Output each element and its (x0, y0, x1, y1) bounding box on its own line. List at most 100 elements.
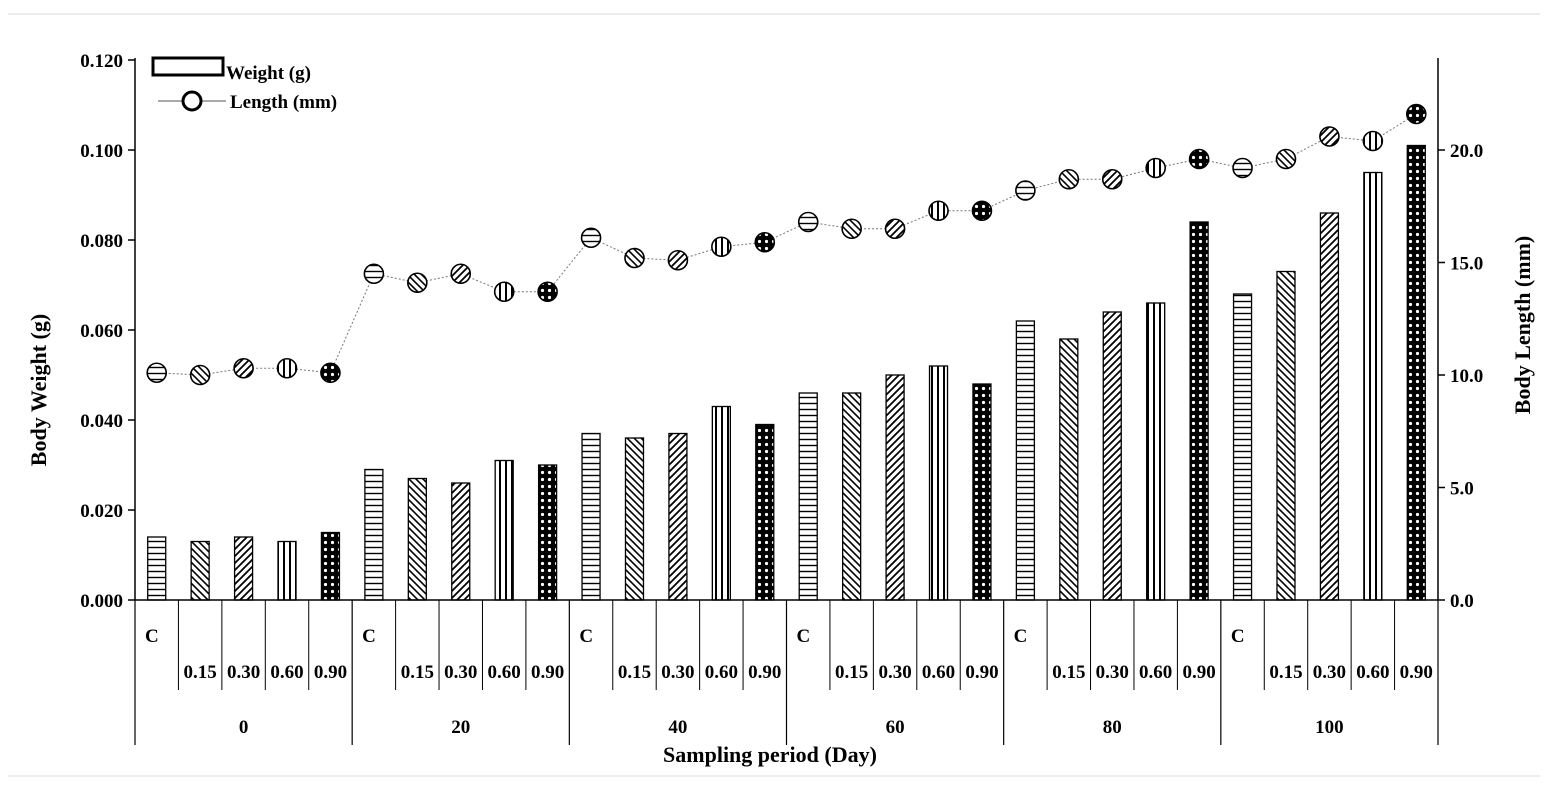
treatment-label: 0.90 (314, 662, 347, 683)
treatment-label: C (362, 626, 376, 647)
group-label: 100 (1315, 717, 1344, 738)
weight-bar (711, 405, 731, 601)
length-point (754, 231, 776, 253)
length-point (667, 249, 689, 271)
weight-bar (1059, 338, 1079, 601)
y-tick-label: 0.080 (80, 231, 123, 252)
treatment-label: 0.15 (184, 662, 217, 683)
length-series-line (156, 113, 1417, 376)
weight-bar (972, 383, 992, 601)
length-point (884, 218, 906, 240)
treatment-label: 0.90 (531, 662, 564, 683)
length-point (1145, 157, 1166, 179)
weight-bar (364, 468, 384, 601)
legend-length-label: Length (mm) (230, 92, 337, 113)
treatment-label: 0.30 (444, 662, 477, 683)
weight-bar (407, 477, 427, 601)
weight-bar (1232, 293, 1253, 601)
treatment-label: C (797, 626, 811, 647)
length-point (1015, 180, 1036, 201)
weight-bar (755, 423, 775, 601)
weight-bar (885, 374, 905, 601)
weight-bar (1319, 212, 1340, 601)
weight-bar (1102, 311, 1122, 601)
y-tick-label: 0.060 (80, 321, 123, 342)
length-point (1232, 157, 1253, 179)
treatment-label: 0.90 (1400, 662, 1433, 683)
length-point (1319, 126, 1340, 147)
treatment-label: 0.15 (401, 662, 434, 683)
length-point (841, 218, 862, 240)
weight-bar (1015, 320, 1036, 601)
treatment-label: 0.30 (1096, 662, 1129, 683)
weight-bar (233, 536, 254, 601)
treatment-label: 0.90 (748, 662, 781, 683)
weight-bar (668, 432, 688, 601)
y-tick-label: 0.000 (80, 591, 123, 612)
treatment-label: C (579, 626, 593, 647)
length-point (1188, 148, 1210, 170)
length-point (493, 281, 515, 303)
treatment-label: C (1014, 626, 1028, 647)
y2-tick-label: 0.0 (1450, 591, 1474, 612)
length-point (580, 227, 602, 249)
weight-bar (147, 536, 167, 601)
weight-bar (624, 437, 645, 601)
y2-tick-label: 5.0 (1450, 479, 1474, 500)
length-point (928, 200, 949, 222)
treatment-label: 0.60 (488, 662, 521, 683)
length-point (1362, 130, 1384, 152)
length-point (146, 362, 168, 384)
y-axis-title: Body Weight (g) (26, 314, 51, 466)
length-point (1058, 168, 1080, 190)
treatment-label: 0.30 (661, 662, 694, 683)
treatment-label: 0.60 (705, 662, 738, 683)
treatment-label: 0.15 (618, 662, 651, 683)
weight-bar (537, 464, 558, 601)
group-label: 60 (886, 717, 905, 738)
weight-bar (1189, 221, 1209, 601)
legend-weight-label: Weight (g) (226, 63, 311, 84)
group-label: 40 (668, 717, 687, 738)
weight-bar (494, 459, 514, 601)
treatment-label: 0.30 (878, 662, 911, 683)
y2-tick-label: 20.0 (1450, 141, 1483, 162)
length-point (233, 357, 254, 379)
weight-bar (928, 365, 949, 601)
group-label: 80 (1103, 717, 1122, 738)
treatment-label: C (1231, 626, 1245, 647)
weight-bar (1146, 302, 1166, 601)
axes: 0.000 0.020 0.040 0.060 0.080 0.100 0.120 0.0 5.… (80, 51, 1483, 612)
weight-bar (581, 432, 601, 601)
length-point (1405, 103, 1427, 125)
length-point (276, 357, 298, 379)
treatment-label: 0.15 (835, 662, 868, 683)
length-point (363, 263, 385, 285)
treatment-label: 0.60 (1139, 662, 1172, 683)
treatment-label: 0.30 (227, 662, 260, 683)
weight-bar (1276, 270, 1296, 601)
length-line (146, 103, 1427, 386)
y-tick-label: 0.040 (80, 411, 123, 432)
weight-bar (451, 482, 471, 601)
weight-bar (798, 392, 818, 601)
length-point (624, 247, 645, 269)
treatment-label: 0.90 (1182, 662, 1215, 683)
treatment-label: 0.15 (1052, 662, 1085, 683)
treatment-label: 0.60 (922, 662, 955, 683)
group-label: 0 (239, 717, 249, 738)
length-point (1101, 168, 1123, 190)
y-tick-label: 0.120 (80, 51, 123, 72)
weight-bar (320, 531, 341, 601)
y-tick-label: 0.020 (80, 501, 123, 522)
treatment-label: 0.60 (270, 662, 303, 683)
y2-tick-label: 10.0 (1450, 366, 1483, 387)
weight-bar (1406, 144, 1426, 601)
y2-axis-title: Body Length (mm) (1510, 236, 1535, 414)
length-point (450, 263, 472, 285)
length-point (407, 272, 428, 294)
group-label: 20 (451, 717, 470, 738)
length-point (797, 211, 819, 233)
weight-bar (190, 540, 210, 601)
